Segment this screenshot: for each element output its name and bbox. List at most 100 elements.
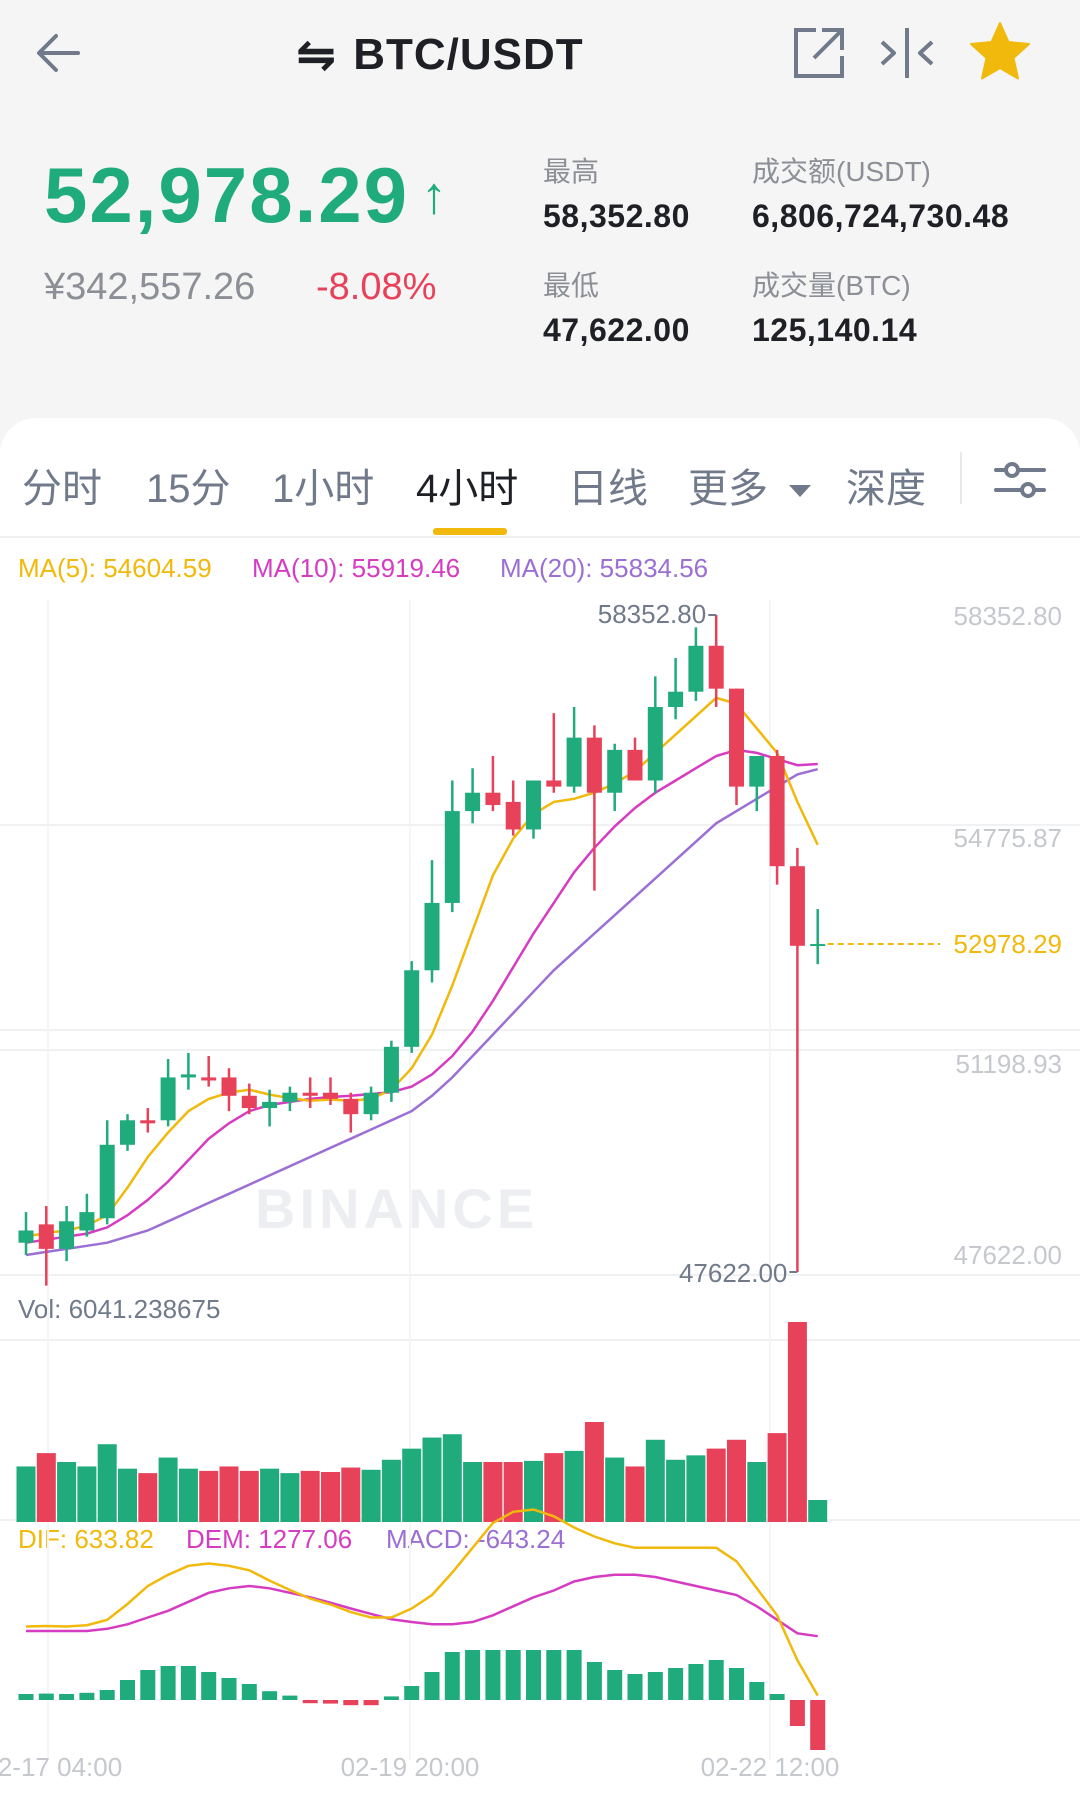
macd-bar [201, 1672, 217, 1700]
turnover-value: 6,806,724,730.48 [752, 198, 1010, 234]
volume-bar [808, 1500, 828, 1522]
candle-body [810, 944, 826, 947]
volume-bar [138, 1473, 158, 1522]
candle [465, 768, 481, 824]
volume-bar [178, 1468, 198, 1522]
price-axis-label: 54775.87 [954, 823, 1062, 853]
candle-body [546, 780, 562, 787]
volume-bar [686, 1455, 706, 1522]
candle-body [769, 755, 785, 867]
macd-bar [586, 1662, 602, 1700]
volume-bar [727, 1439, 746, 1522]
favorite-button[interactable] [966, 18, 1034, 86]
candle-body [282, 1092, 298, 1102]
volume-bar [158, 1457, 178, 1522]
candle [180, 1052, 196, 1090]
macd-bar [505, 1650, 521, 1700]
volume-bar [402, 1448, 422, 1522]
candle-body [241, 1095, 257, 1109]
share-button[interactable] [788, 22, 850, 84]
candle-body [729, 688, 744, 787]
macd-bar [79, 1692, 95, 1700]
time-axis-label: 2-17 04:00 [0, 1752, 122, 1782]
ma10-legend: MA(10): 55919.46 [252, 553, 461, 583]
tab-1h[interactable]: 1小时 [272, 467, 375, 511]
candle [627, 737, 643, 781]
candle-body [38, 1224, 54, 1249]
candle [383, 1040, 399, 1102]
candle [18, 1212, 34, 1255]
candle [749, 755, 765, 812]
back-button[interactable] [28, 18, 98, 88]
macd-bar [160, 1666, 176, 1700]
dif-legend: DIF: 633.82 [18, 1524, 154, 1554]
low-value: 47,622.00 [543, 312, 690, 348]
candle-body [485, 792, 501, 805]
change-percent: -8.08% [316, 266, 437, 308]
ma5-line [25, 696, 819, 1238]
tab-daily[interactable]: 日线 [568, 467, 648, 511]
macd-bar [546, 1650, 562, 1700]
dif-line [25, 1508, 819, 1697]
chart-settings-button[interactable] [990, 452, 1050, 508]
volume-bar [787, 1322, 807, 1522]
pair-title[interactable]: ⇋ BTC/USDT [296, 22, 584, 88]
volume-bar [321, 1472, 340, 1522]
tab-4h[interactable]: 4小时 [416, 467, 519, 511]
volume-bar [97, 1444, 117, 1522]
volume-bar [767, 1433, 787, 1522]
candle-body [789, 866, 805, 946]
macd-bar [668, 1668, 684, 1700]
candle-body [383, 1046, 399, 1093]
macd-bar [627, 1674, 643, 1700]
last-price: 52,978.29 ↑ [44, 150, 449, 241]
candlestick-chart[interactable]: BINANCE 58352.80 54775.87 51198.93 47622.00… [0, 540, 1080, 1801]
macd-bar [120, 1680, 135, 1700]
volume-bar [564, 1450, 584, 1522]
macd-bar [323, 1700, 338, 1704]
candle [526, 780, 541, 839]
time-axis-label: 02-19 20:00 [341, 1752, 480, 1782]
tab-15m[interactable]: 15分 [146, 467, 231, 511]
candle [810, 909, 826, 965]
candle-body [201, 1077, 217, 1081]
candle-body [749, 755, 765, 787]
volume-bar [280, 1473, 300, 1522]
volume-bar [645, 1439, 665, 1522]
tab-more[interactable]: 更多 [688, 456, 813, 514]
macd-bar [343, 1700, 359, 1706]
high-value: 58,352.80 [543, 198, 690, 234]
candle [586, 725, 602, 891]
candle-body [607, 749, 623, 793]
tab-time-sharing[interactable]: 分时 [22, 467, 102, 511]
macd-bar [465, 1650, 481, 1700]
macd-bar [526, 1650, 541, 1700]
volume-bar [260, 1468, 280, 1522]
candle-body [627, 749, 643, 781]
candle-body [708, 645, 724, 689]
compare-button[interactable] [876, 22, 938, 84]
ma5-legend: MA(5): 54604.59 [18, 553, 212, 583]
sliders-icon [994, 462, 1046, 498]
candle [262, 1089, 278, 1127]
macd-bar [99, 1690, 115, 1700]
candle [729, 688, 744, 805]
candle [607, 743, 623, 812]
dem-legend: DEM: 1277.06 [186, 1524, 353, 1554]
candle-body [424, 902, 440, 971]
tab-depth[interactable]: 深度 [846, 467, 926, 511]
candle-body [404, 970, 420, 1047]
macd-bar [302, 1700, 318, 1704]
candle [647, 676, 663, 793]
candle-body [59, 1221, 75, 1249]
candle [241, 1083, 257, 1115]
volume-bar [219, 1466, 239, 1522]
volume-bar [666, 1459, 686, 1522]
candle-body [140, 1120, 156, 1124]
high-label: 最高 [543, 156, 600, 187]
candle [140, 1108, 156, 1133]
candle-body [99, 1144, 115, 1219]
macd-bar [485, 1650, 501, 1700]
candle-body [363, 1092, 379, 1115]
macd-bar [688, 1664, 704, 1700]
